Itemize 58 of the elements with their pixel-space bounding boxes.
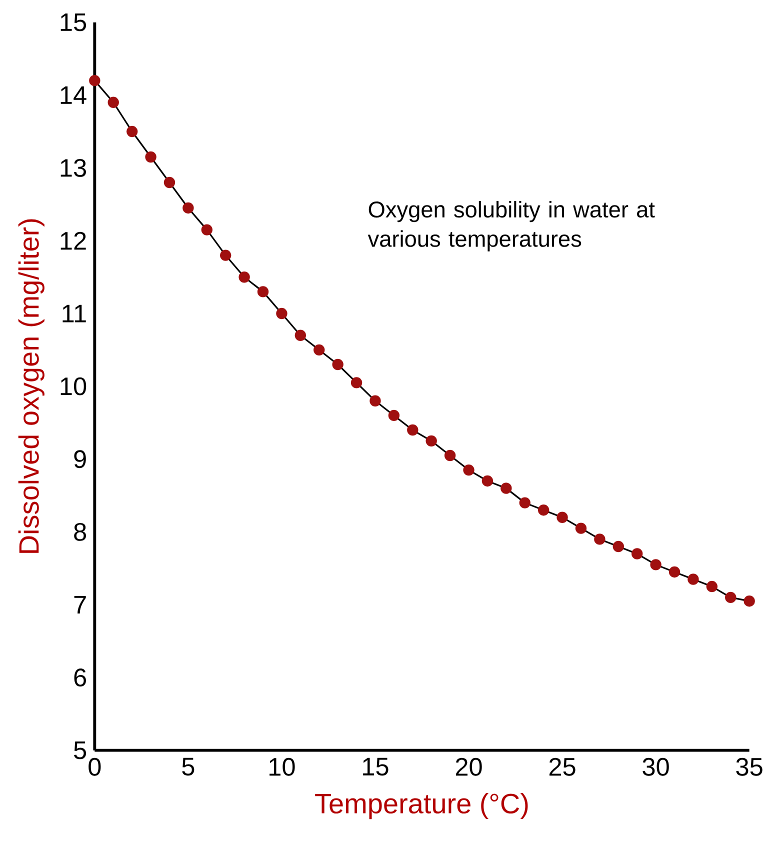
x-tick-label: 30	[642, 758, 669, 776]
y-tick-label: 12	[60, 232, 86, 250]
point	[332, 358, 344, 370]
point	[314, 344, 325, 356]
y-tick-label: 8	[74, 522, 86, 541]
y-tick-label: 7	[74, 596, 86, 614]
point	[444, 450, 456, 462]
point	[257, 286, 269, 298]
y-tick-label: 5	[74, 742, 86, 760]
x-tick-label: 15	[363, 758, 388, 776]
y-tick-label: 11	[62, 304, 86, 322]
point	[126, 126, 138, 138]
point	[220, 250, 232, 261]
point	[632, 548, 643, 560]
x-tick-label: 25	[550, 758, 576, 776]
point	[407, 424, 418, 436]
point	[688, 574, 699, 585]
x-axis-title: Temperature (°C)	[315, 792, 528, 820]
y-tick-label: 14	[60, 86, 86, 104]
point	[276, 308, 288, 320]
annotation: Oxygen solubility in water at various temperatures	[368, 200, 655, 252]
point	[706, 580, 718, 592]
point	[89, 74, 100, 86]
point	[500, 482, 512, 494]
point	[575, 522, 587, 534]
point	[725, 592, 736, 604]
y-axis-title: Dissolved oxygen (mg/liter)	[18, 219, 45, 553]
point	[238, 272, 250, 283]
point	[519, 497, 531, 508]
point	[201, 224, 213, 236]
point	[538, 504, 550, 516]
point	[556, 512, 568, 523]
point	[370, 395, 381, 406]
point	[744, 595, 755, 607]
y-tick-label: 6	[74, 668, 86, 686]
point	[294, 330, 306, 341]
x-tick-label: 5	[182, 758, 194, 776]
point	[388, 410, 400, 422]
point	[145, 151, 156, 163]
point	[182, 202, 194, 214]
point	[463, 464, 474, 476]
x-tick-label: 10	[270, 758, 295, 776]
point	[650, 559, 662, 570]
point	[612, 540, 624, 552]
x-tick-label: 0	[88, 758, 101, 776]
point	[594, 534, 606, 545]
y-tick-label: 13	[60, 158, 86, 177]
point	[108, 96, 120, 108]
point	[426, 435, 438, 447]
point	[351, 377, 362, 388]
y-tick-label: 15	[60, 14, 86, 32]
y-tick-label: 9	[74, 450, 86, 468]
y-tick-label: 10	[60, 377, 86, 396]
x-tick-label: 35	[736, 758, 762, 776]
x-tick-label: 20	[456, 758, 482, 776]
point	[482, 475, 494, 487]
point	[164, 176, 176, 188]
point	[668, 566, 680, 578]
